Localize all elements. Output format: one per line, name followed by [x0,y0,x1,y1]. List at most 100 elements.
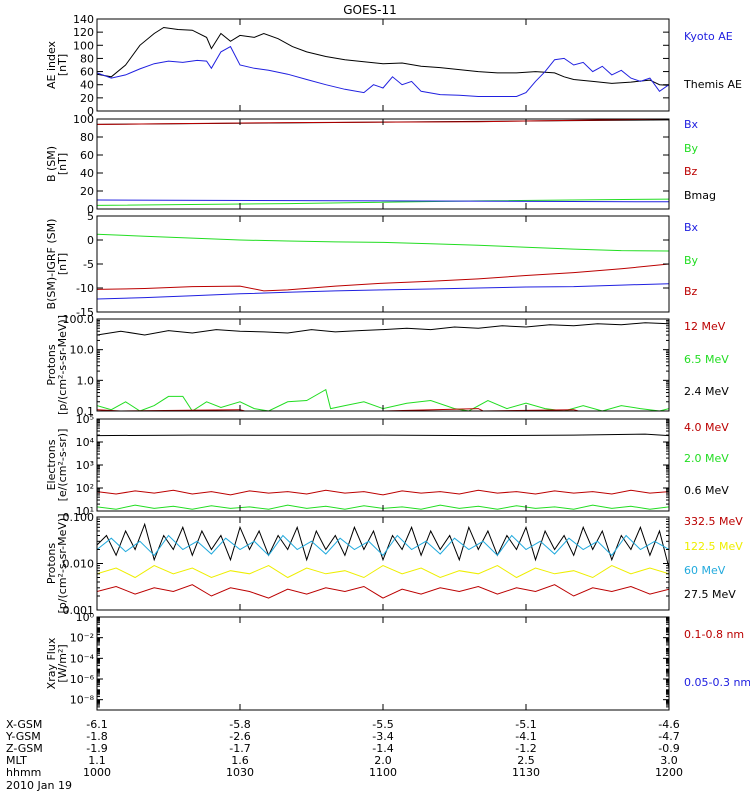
legend-entry: 2.0 MeV [684,452,729,465]
ytick-label: 100.0 [63,313,95,326]
xrow-value: -5.5 [372,718,393,731]
ylabel-line: [p/(cm²-s-sr-MeV)] [56,514,69,614]
ytick-label: 0 [87,203,94,216]
series-electrons-1 [97,489,669,496]
series-bd-1 [97,263,669,292]
ytick-label: 100 [73,39,94,52]
ytick-label: 20 [80,92,94,105]
series-protons_low-2 [97,565,669,579]
panel-xray: 10⁻⁸ 10⁻⁶ 10⁻⁴ 10⁻² 10⁰ Xray Flux[W/m²] 0.1-0.… [45,611,750,711]
ylabel-line: [e/(cm²-s-sr)] [56,429,69,502]
xrow-label: Y-GSM [5,730,41,743]
chart-title: GOES-11 [343,3,397,17]
legend-entry: By [684,142,699,155]
ytick-label: 10³ [76,459,94,472]
legend-entry: Bz [684,285,698,298]
ytick-label: 10¹ [76,505,94,518]
ytick-label: 0.001 [63,604,95,617]
xrow-value: -4.1 [515,730,536,743]
ytick-label: 0.1 [77,405,95,418]
panel-bd: -15 -10 -5 0 5 B(SM)-IGRF (SM)[nT] Bx By Bz [45,210,699,319]
series-protons_low-3 [97,584,669,599]
xrow-value: 2.5 [517,754,535,767]
legend-entry: 4.0 MeV [684,421,729,434]
legend-entry: 60 MeV [684,564,726,577]
panel-protons_high: 0.11.010.0100.0Protons[p/(cm²-s-sr-MeV)]… [45,313,729,418]
legend-entry: 0.6 MeV [684,484,729,497]
ylabel-protons_low: Protons[p/(cm²-s-sr-MeV)] [45,514,69,614]
xrow-value: -2.6 [229,730,250,743]
xrow-value: -0.9 [658,742,679,755]
ytick-label: 0 [87,105,94,118]
xrow-value: 3.0 [660,754,678,767]
ylabel-xray: Xray Flux[W/m²] [45,637,69,689]
series-bt-3 [97,199,669,203]
panel-frame [96,516,670,611]
ytick-label: 80 [80,131,94,144]
xrow-value: -1.2 [515,742,536,755]
legend-entry: 2.4 MeV [684,385,729,398]
ytick-label: 60 [80,149,94,162]
panel-frame [96,118,670,210]
xrow-value: 1.1 [88,754,106,767]
ytick-label: 140 [73,13,94,26]
xrow-value: -4.6 [658,718,679,731]
panel-frame [96,616,670,711]
ytick-label: 10⁻⁴ [70,652,95,665]
legend-entry: Kyoto AE [684,30,733,43]
ytick-label: 20 [80,185,94,198]
xrow-value: 1100 [369,766,397,779]
ylabel-bd: B(SM)-IGRF (SM)[nT] [45,219,69,310]
ylabel-line: [nT] [56,253,69,275]
xrow-label: X-GSM [6,718,42,731]
ylabel-line: [nT] [56,54,69,76]
ytick-label: 80 [80,52,94,65]
ylabel-line: Xray Flux [45,637,58,689]
ytick-label: 0.010 [63,558,95,571]
xrow-label: MLT [6,754,27,767]
xrow-value: -5.8 [229,718,250,731]
series-protons_low-1 [97,534,669,557]
legend-entry: 6.5 MeV [684,353,729,366]
xrow-value: -4.7 [658,730,679,743]
xrow-value: -1.7 [229,742,250,755]
ytick-label: 40 [80,167,94,180]
xrow-value: -1.9 [86,742,107,755]
ytick-label: 120 [73,26,94,39]
panel-frame [96,18,670,112]
panel-frame [96,215,670,313]
ytick-label: 10² [76,482,94,495]
xrow-value: 1030 [226,766,254,779]
ytick-label: -10 [76,282,94,295]
date-label: 2010 Jan 19 [6,779,72,792]
ylabel-line: B (SM) [45,146,58,182]
xrow-value: -5.1 [515,718,536,731]
series-bd-0 [97,233,669,252]
ytick-label: 10⁻² [70,632,94,645]
ylabel-bt: B (SM)[nT] [45,146,69,182]
panel-protons_low: 0.0010.0100.100Protons[p/(cm²-s-sr-MeV)]… [45,511,743,617]
xrow-value: 1200 [655,766,683,779]
ylabel-ae: AE index[nT] [45,40,69,89]
xrow-value: -3.4 [372,730,393,743]
legend-entry: 0.1-0.8 nm [684,628,744,641]
legend-entry: Bx [684,118,699,131]
legend-entry: Bx [684,221,699,234]
ylabel-line: [W/m²] [56,644,69,682]
xrow-value: 1000 [83,766,111,779]
ylabel-line: Protons [45,543,58,584]
ytick-label: 10⁰ [76,611,95,624]
ylabel-line: AE index [45,40,58,89]
xrow-value: -1.4 [372,742,393,755]
ytick-label: -5 [83,258,94,271]
xrow-value: -6.1 [86,718,107,731]
ytick-label: 10⁵ [76,413,94,426]
ylabel-line: B(SM)-IGRF (SM) [45,219,58,310]
ytick-label: 10.0 [70,344,95,357]
ylabel-line: [nT] [56,153,69,175]
ytick-label: 10⁴ [76,436,95,449]
xrow-label: Z-GSM [6,742,43,755]
ytick-label: 10⁻⁸ [70,694,95,707]
xrow-value: 1.6 [231,754,249,767]
